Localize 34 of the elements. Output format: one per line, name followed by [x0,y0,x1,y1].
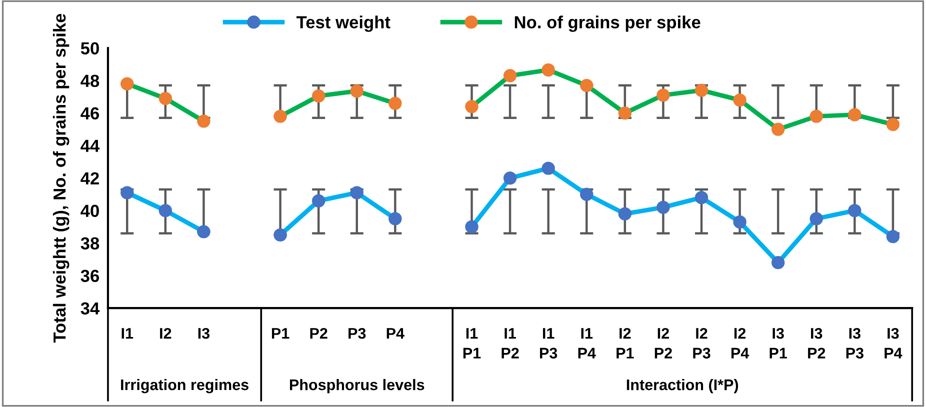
y-tick-label: 40 [80,204,99,218]
x-tick-label: I2 P2 [654,328,672,358]
y-tick-label: 42 [80,172,99,184]
y-tick-label: 46 [80,107,100,120]
x-tick-label: I1 P1 [463,328,481,358]
y-tick-label: 38 [80,237,100,250]
y-tick-label: 50 [80,42,99,54]
x-tick-label: I2 [160,328,172,339]
text: Interaction (I*P) [626,379,738,394]
x-tick-label: I3 P4 [884,328,902,358]
x-tick-label: I3 P1 [770,328,788,358]
x-tick-label: I1 P2 [502,328,519,358]
x-tick-label: I2 P4 [731,328,750,358]
x-tick-label: I2 P1 [616,328,634,358]
y-tick-label: 48 [80,74,100,87]
x-tick-label: I1 P4 [578,328,596,358]
x-tick-label: P4 [386,328,404,339]
x-tick-label: P1 [272,328,290,339]
y-tick-label: 36 [80,270,100,282]
x-tick-label: I3 P3 [846,328,864,359]
y-tick-label: 44 [80,140,100,152]
text: Phosphorus levels [290,379,424,394]
y-tick-label: 34 [80,302,100,315]
x-tick-label: I3 [198,328,210,339]
legend-label: No. of grains per spike [514,16,700,32]
x-tick-label: I1 P3 [540,328,558,359]
x-tick-label: P3 [348,328,366,339]
x-tick-label: I2 P3 [693,328,710,359]
x-tick-label: I1 [122,328,134,339]
x-tick-label: I3 P2 [808,328,826,358]
legend-label: Test weight [296,16,390,32]
x-tick-label: P2 [310,328,328,339]
y-axis-title: Total weightt (g), No. of grains per spike [52,14,70,343]
text: Irrigation regimes [121,378,248,394]
